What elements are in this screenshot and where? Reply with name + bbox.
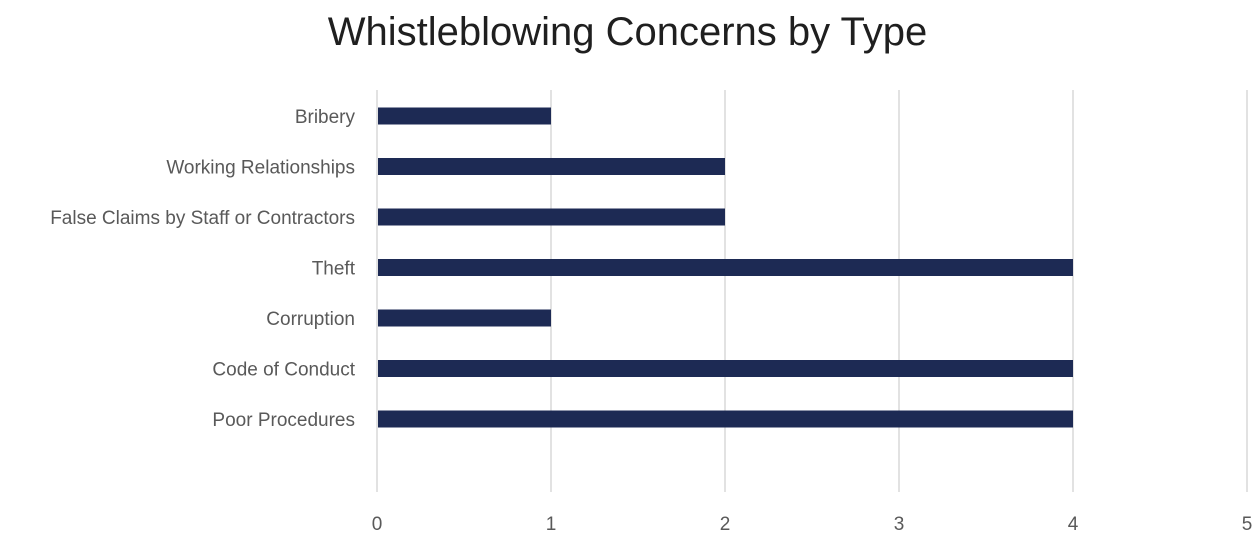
chart-title: Whistleblowing Concerns by Type	[327, 10, 928, 54]
bar-poor-procedures	[378, 410, 1073, 428]
x-tick-label: 4	[1068, 514, 1079, 533]
x-tick-label: 3	[894, 514, 905, 533]
bar-false-claims-by-staff-or-contractors	[378, 208, 725, 226]
bar-working-relationships	[378, 158, 725, 175]
x-tick-label: 1	[546, 514, 557, 533]
bar-corruption	[378, 309, 551, 327]
category-label: Code of Conduct	[212, 360, 355, 381]
x-tick-label: 0	[372, 514, 383, 533]
bar-theft	[378, 259, 1073, 276]
x-tick-label: 2	[720, 514, 731, 533]
category-label: Working Relationships	[166, 158, 355, 179]
category-label: Poor Procedures	[212, 410, 355, 431]
gridlines	[376, 90, 1248, 492]
category-label: Bribery	[295, 107, 356, 128]
bar-code-of-conduct	[378, 360, 1073, 377]
category-label: Corruption	[266, 309, 355, 330]
category-label: False Claims by Staff or Contractors	[50, 208, 355, 229]
category-labels: Bribery Working Relationships False Claims…	[50, 107, 356, 431]
x-axis-tick-labels: 0 1 2 3 4 5	[372, 514, 1253, 533]
bar-bribery	[378, 107, 551, 125]
x-tick-label: 5	[1242, 514, 1253, 533]
bars	[378, 107, 1073, 428]
category-label: Theft	[312, 259, 356, 280]
